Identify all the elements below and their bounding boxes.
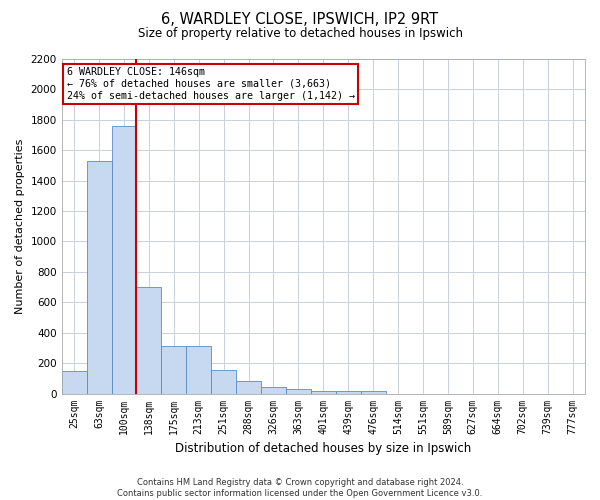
Bar [236, 382, 261, 394]
Bar [112, 126, 136, 394]
Text: Contains HM Land Registry data © Crown copyright and database right 2024.
Contai: Contains HM Land Registry data © Crown c… [118, 478, 482, 498]
Bar [336, 390, 361, 394]
Bar [186, 346, 211, 394]
Y-axis label: Number of detached properties: Number of detached properties [15, 138, 25, 314]
Bar [211, 370, 236, 394]
Bar [311, 390, 336, 394]
Text: Size of property relative to detached houses in Ipswich: Size of property relative to detached ho… [137, 28, 463, 40]
X-axis label: Distribution of detached houses by size in Ipswich: Distribution of detached houses by size … [175, 442, 472, 455]
Bar [361, 392, 386, 394]
Text: 6, WARDLEY CLOSE, IPSWICH, IP2 9RT: 6, WARDLEY CLOSE, IPSWICH, IP2 9RT [161, 12, 439, 28]
Text: 6 WARDLEY CLOSE: 146sqm
← 76% of detached houses are smaller (3,663)
24% of semi: 6 WARDLEY CLOSE: 146sqm ← 76% of detache… [67, 68, 355, 100]
Bar [261, 386, 286, 394]
Bar [136, 287, 161, 394]
Bar [62, 370, 86, 394]
Bar [286, 390, 311, 394]
Bar [161, 346, 186, 394]
Bar [86, 161, 112, 394]
